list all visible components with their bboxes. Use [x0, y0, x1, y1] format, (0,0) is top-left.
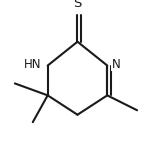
Text: N: N	[112, 58, 121, 71]
Text: HN: HN	[24, 58, 42, 71]
Text: S: S	[73, 0, 82, 10]
